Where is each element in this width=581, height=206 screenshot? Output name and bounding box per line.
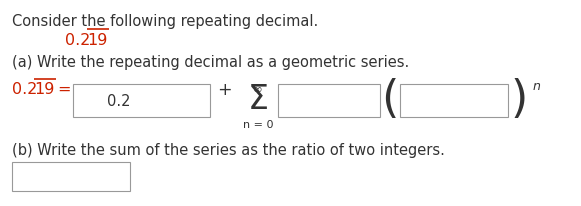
Text: (: (	[381, 78, 399, 121]
Text: n: n	[533, 80, 541, 92]
Text: Σ: Σ	[248, 83, 268, 116]
Text: 0.2: 0.2	[12, 82, 37, 97]
Text: Consider the following repeating decimal.: Consider the following repeating decimal…	[12, 14, 318, 29]
Text: ): )	[510, 78, 528, 121]
Text: ∞: ∞	[253, 83, 263, 96]
Text: (a) Write the repeating decimal as a geometric series.: (a) Write the repeating decimal as a geo…	[12, 55, 409, 70]
Text: 0.2: 0.2	[65, 33, 91, 48]
Text: 0.2: 0.2	[106, 94, 130, 109]
Text: =: =	[57, 82, 70, 97]
Text: +: +	[217, 81, 232, 98]
FancyBboxPatch shape	[400, 85, 508, 117]
FancyBboxPatch shape	[278, 85, 380, 117]
Text: n = 0: n = 0	[243, 119, 273, 129]
Text: 19: 19	[87, 33, 107, 48]
FancyBboxPatch shape	[73, 85, 210, 117]
Text: 19: 19	[34, 82, 55, 97]
FancyBboxPatch shape	[12, 162, 130, 191]
Text: (b) Write the sum of the series as the ratio of two integers.: (b) Write the sum of the series as the r…	[12, 142, 445, 157]
